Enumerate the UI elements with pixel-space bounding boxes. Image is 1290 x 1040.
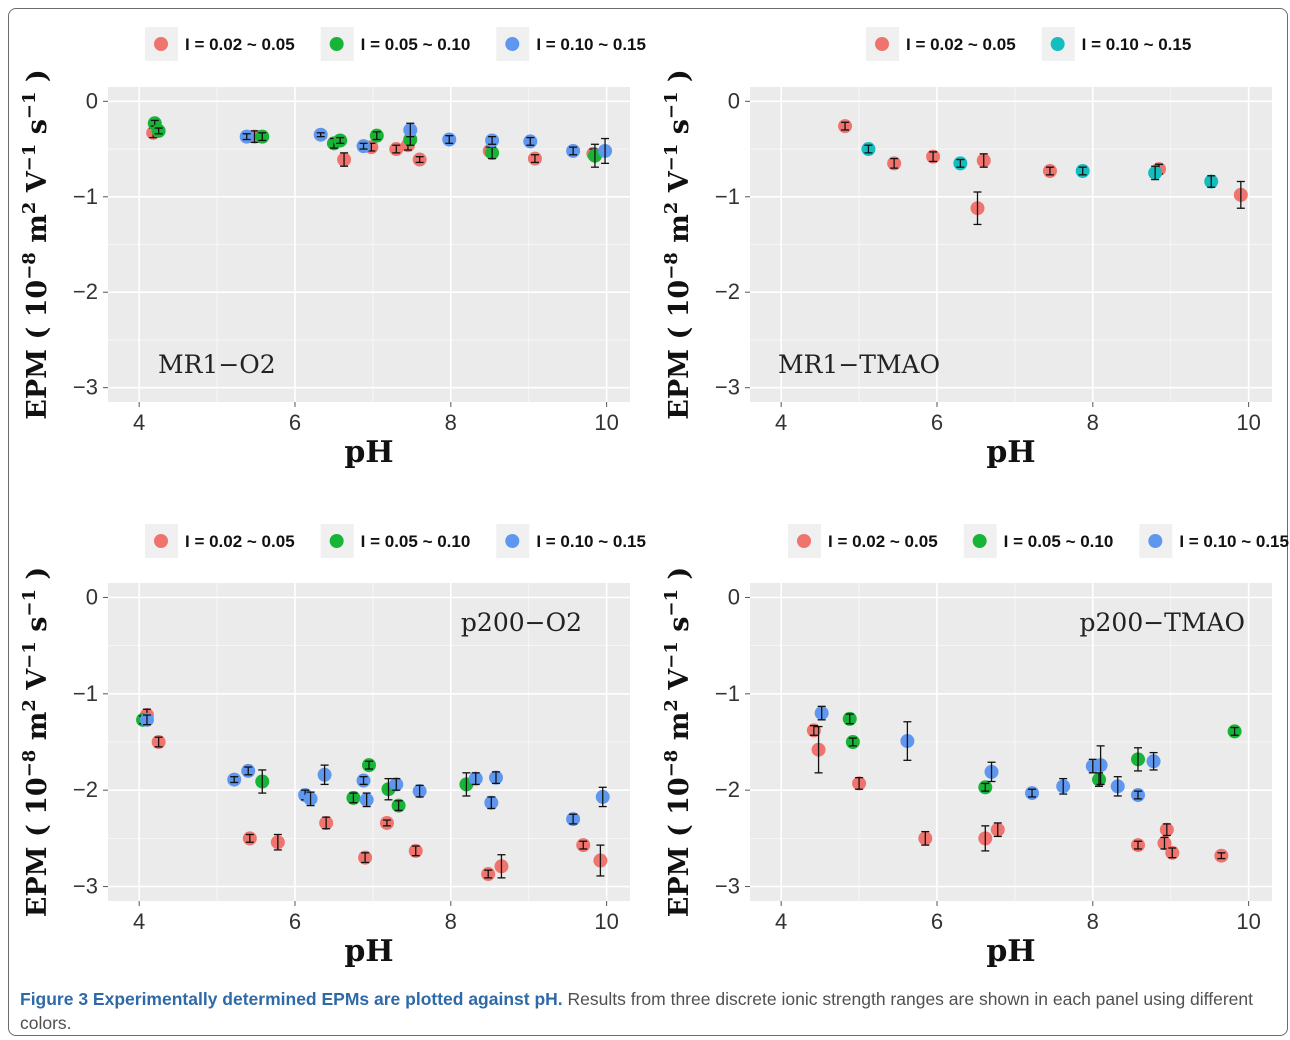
legend-marker — [505, 534, 520, 548]
series-blue — [139, 712, 610, 827]
y-tick-label: −3 — [715, 375, 740, 400]
chart-panel-3: 4 6 8 10 0 −1 −2 −3 p200−O2 pH EPM ( 10−8 m2 V−1 s… — [19, 524, 646, 969]
legend-marker — [154, 37, 168, 51]
y-tick-label: 0 — [86, 88, 98, 113]
legend-label: I = 0.02 ~ 0.05 — [185, 532, 295, 551]
x-tick-label: 4 — [775, 909, 787, 934]
legend-label: I = 0.02 ~ 0.05 — [828, 532, 938, 551]
y-tick-label: −2 — [73, 279, 98, 304]
chart-panel-2: 4 6 8 10 0 −1 −2 −3 MR1−TMAO pH EPM ( 10−8 m2 V−1 … — [661, 27, 1272, 470]
chart-panel-4: 4 6 8 10 0 −1 −2 −3 p200−TMAO pH EPM ( 10−8 m2 V−1… — [661, 524, 1289, 969]
y-axis-title: EPM ( 10−8 m2 V−1 s−1 ) — [19, 567, 53, 917]
legend-label: I = 0.10 ~ 0.15 — [1082, 35, 1192, 54]
legend-marker — [875, 37, 889, 51]
x-axis-title: pH — [344, 435, 393, 470]
x-tick-label: 10 — [594, 410, 618, 435]
legend: I = 0.02 ~ 0.05 I = 0.10 ~ 0.15 — [866, 27, 1191, 61]
legend-label: I = 0.02 ~ 0.05 — [906, 35, 1016, 54]
legend-marker — [972, 534, 987, 548]
x-axis-title: pH — [986, 934, 1035, 969]
legend-marker — [505, 37, 520, 51]
x-tick-label: 8 — [1087, 410, 1099, 435]
y-tick-label: −2 — [715, 777, 740, 802]
y-tick-label: 0 — [728, 584, 740, 609]
x-tick-label: 6 — [289, 410, 301, 435]
panel-label: MR1−O2 — [158, 350, 276, 379]
legend-label: I = 0.10 ~ 0.15 — [536, 35, 646, 54]
x-tick-label: 8 — [1087, 909, 1099, 934]
chart-panel-1: 4 6 8 10 0 −1 −2 −3 MR1−O2 pH EPM ( 10−8 m2 V−1 s−… — [19, 27, 646, 470]
legend-label: I = 0.05 ~ 0.10 — [361, 532, 471, 551]
legend-marker — [329, 534, 344, 548]
y-axis-title: EPM ( 10−8 m2 V−1 s−1 ) — [661, 69, 695, 419]
legend: I = 0.02 ~ 0.05 I = 0.05 ~ 0.10 I = 0.10 ~… — [145, 524, 646, 558]
legend-marker — [154, 534, 168, 548]
caption-text: Results from three discrete ionic streng… — [20, 989, 1253, 1033]
x-axis-title: pH — [986, 435, 1035, 470]
legend-label: I = 0.05 ~ 0.10 — [361, 35, 471, 54]
y-tick-label: −1 — [73, 681, 98, 706]
panel-label: p200−O2 — [461, 608, 582, 637]
y-axis-title: EPM ( 10−8 m2 V−1 s−1 ) — [661, 567, 695, 917]
caption-title: Figure 3 Experimentally determined EPMs … — [20, 989, 563, 1009]
legend-label: I = 0.10 ~ 0.15 — [536, 532, 646, 551]
legend-label: I = 0.10 ~ 0.15 — [1179, 532, 1289, 551]
y-tick-label: −3 — [73, 375, 98, 400]
y-tick-label: 0 — [86, 584, 98, 609]
x-tick-label: 8 — [445, 410, 457, 435]
x-tick-label: 10 — [1236, 909, 1260, 934]
y-tick-label: −1 — [73, 184, 98, 209]
y-tick-label: −3 — [715, 874, 740, 899]
x-tick-label: 8 — [445, 909, 457, 934]
x-tick-label: 6 — [931, 909, 943, 934]
y-tick-label: −2 — [73, 777, 98, 802]
series-red — [139, 708, 608, 882]
legend-marker — [797, 534, 811, 548]
x-tick-label: 6 — [931, 410, 943, 435]
y-axis-title: EPM ( 10−8 m2 V−1 s−1 ) — [19, 69, 53, 419]
y-tick-label: −3 — [73, 874, 98, 899]
legend-label: I = 0.05 ~ 0.10 — [1004, 532, 1114, 551]
figure-caption: Figure 3 Experimentally determined EPMs … — [20, 987, 1278, 1035]
x-tick-label: 4 — [133, 909, 145, 934]
y-tick-label: 0 — [728, 88, 740, 113]
y-tick-label: −1 — [715, 184, 740, 209]
legend-marker — [329, 37, 344, 51]
series-blue — [814, 705, 1161, 802]
x-tick-label: 4 — [133, 410, 145, 435]
series-red — [806, 723, 1229, 863]
series-cyan — [861, 142, 1219, 189]
y-tick-label: −1 — [715, 681, 740, 706]
legend: I = 0.02 ~ 0.05 I = 0.05 ~ 0.10 I = 0.10 ~… — [145, 27, 646, 61]
legend-marker — [1148, 534, 1163, 548]
panel-label: MR1−TMAO — [778, 350, 940, 379]
x-tick-label: 4 — [775, 410, 787, 435]
x-tick-label: 10 — [594, 909, 618, 934]
y-tick-label: −2 — [715, 279, 740, 304]
legend: I = 0.02 ~ 0.05 I = 0.05 ~ 0.10 I = 0.10 ~… — [788, 524, 1289, 558]
x-tick-label: 6 — [289, 909, 301, 934]
panel-label: p200−TMAO — [1080, 608, 1246, 637]
legend-marker — [1050, 37, 1065, 51]
legend-label: I = 0.02 ~ 0.05 — [185, 35, 295, 54]
series-blue — [239, 122, 613, 165]
x-tick-label: 10 — [1236, 410, 1260, 435]
x-axis-title: pH — [344, 934, 393, 969]
